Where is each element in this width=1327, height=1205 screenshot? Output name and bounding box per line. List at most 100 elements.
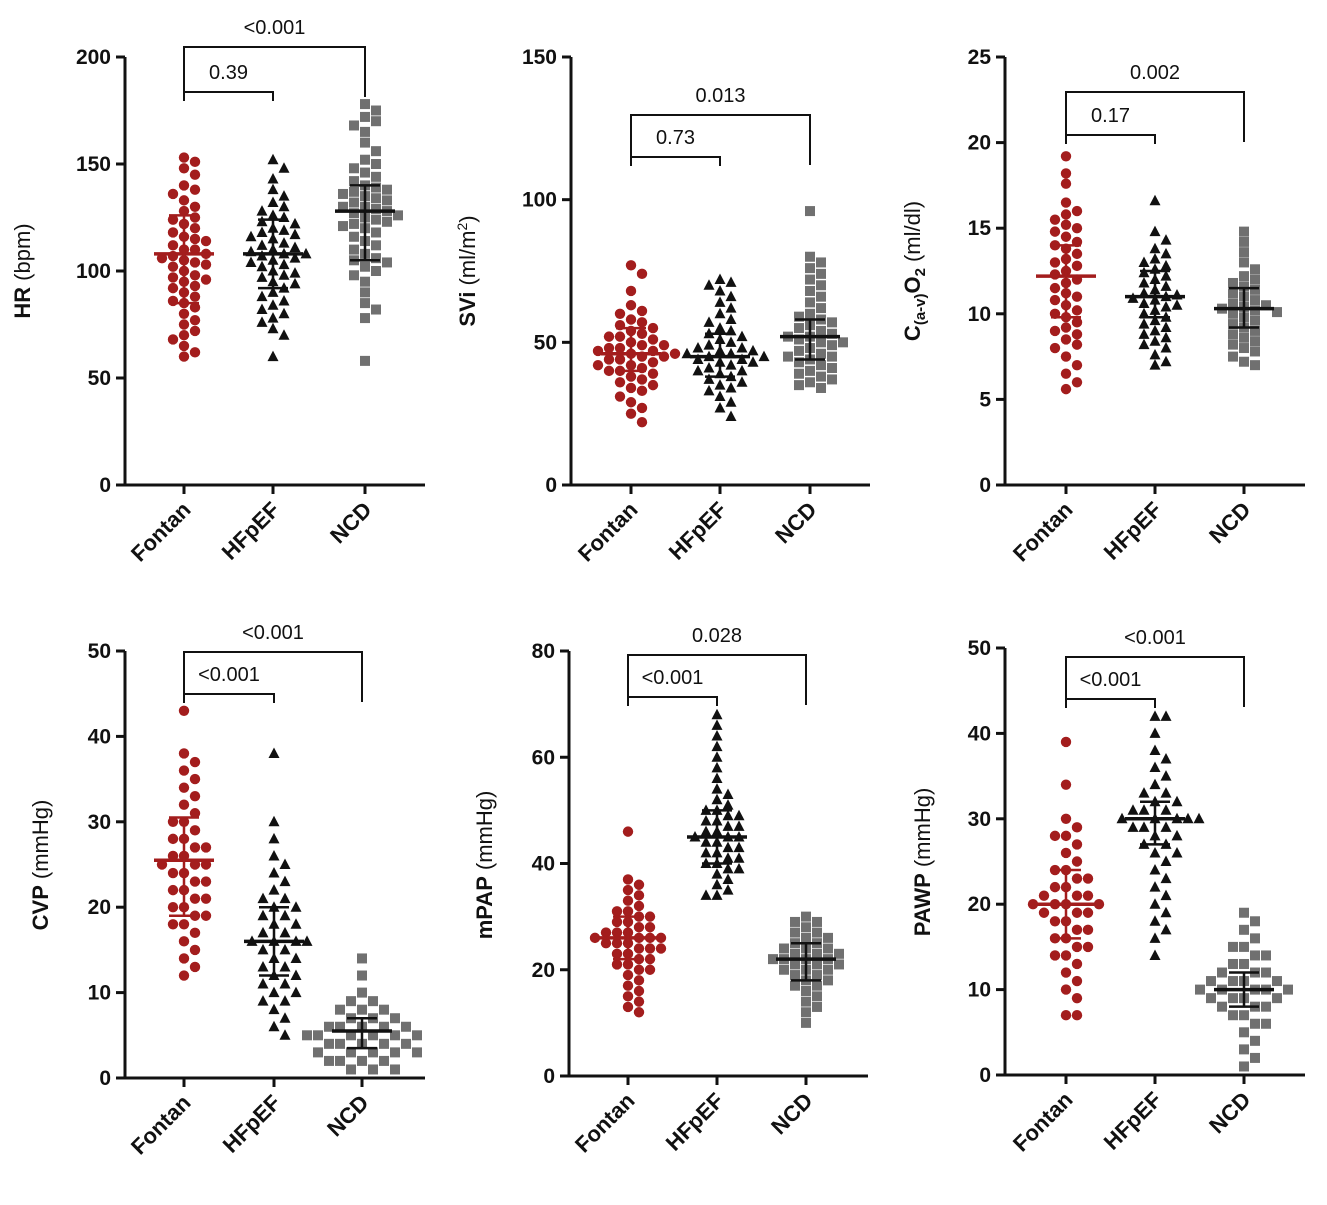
p-value-label: 0.002 xyxy=(1130,62,1180,84)
data-point xyxy=(279,858,291,869)
series-hfpef xyxy=(243,153,312,362)
data-point xyxy=(349,231,359,242)
data-point xyxy=(1250,1035,1260,1046)
data-point xyxy=(189,291,201,302)
data-point xyxy=(278,162,290,173)
data-point xyxy=(1239,907,1249,918)
data-point xyxy=(1149,242,1161,254)
data-point xyxy=(722,799,734,810)
p-value-label: <0.001 xyxy=(198,664,260,686)
data-point xyxy=(1160,300,1172,312)
category-label-hfpef: HFpEF xyxy=(217,497,285,565)
data-point xyxy=(622,895,634,906)
data-point xyxy=(371,105,381,116)
data-point xyxy=(1060,736,1072,748)
data-point xyxy=(1093,899,1105,910)
data-point xyxy=(200,842,212,853)
data-point xyxy=(300,247,312,259)
data-point xyxy=(1071,377,1083,388)
y-tick-label: 0 xyxy=(979,474,991,497)
data-point xyxy=(722,788,734,799)
data-point xyxy=(722,862,734,874)
data-point xyxy=(1149,348,1161,360)
data-point xyxy=(827,351,837,362)
data-point xyxy=(703,316,715,327)
y-tick-label: 80 xyxy=(532,640,555,663)
data-point xyxy=(736,376,748,387)
category-label-fontan: Fontan xyxy=(1008,1087,1078,1157)
data-point xyxy=(736,342,748,353)
data-point xyxy=(279,960,291,972)
data-point xyxy=(722,820,734,831)
data-point xyxy=(1060,1010,1072,1021)
data-point xyxy=(379,1021,389,1032)
data-point xyxy=(167,240,179,251)
data-point xyxy=(349,163,359,174)
data-point xyxy=(360,313,370,324)
data-point xyxy=(1160,280,1172,291)
data-point xyxy=(279,978,291,989)
data-point xyxy=(647,334,659,345)
data-point xyxy=(647,357,659,368)
data-point xyxy=(371,266,381,276)
data-point xyxy=(1239,356,1249,367)
data-point xyxy=(278,258,290,270)
data-point xyxy=(633,943,645,954)
data-point xyxy=(279,943,291,955)
data-point xyxy=(611,959,623,970)
data-point xyxy=(360,298,370,309)
data-point xyxy=(335,1055,345,1066)
panel-cvp: 0 10 20 30 40 50 Fontan HFpEF NCD CVP(mmHg) <0.001… xyxy=(28,622,425,1159)
data-point xyxy=(349,176,359,187)
data-point xyxy=(633,890,645,901)
data-point xyxy=(256,303,268,315)
data-point xyxy=(1217,1001,1227,1012)
y-tick-label: 40 xyxy=(968,722,991,745)
data-point xyxy=(289,228,301,240)
data-point xyxy=(412,1030,422,1041)
data-point xyxy=(349,197,359,208)
data-point xyxy=(644,943,656,954)
p-value-label: 0.39 xyxy=(209,62,248,84)
data-point xyxy=(600,927,612,938)
series-ncd xyxy=(768,911,844,1028)
data-point xyxy=(816,360,826,371)
data-point xyxy=(1060,151,1072,162)
data-point xyxy=(736,353,748,364)
data-point xyxy=(636,402,648,414)
data-point xyxy=(279,995,291,1006)
data-point xyxy=(189,825,201,836)
data-point xyxy=(1049,950,1061,961)
category-label-ncd: NCD xyxy=(766,1088,817,1139)
data-point xyxy=(189,270,201,281)
data-point xyxy=(733,841,745,853)
data-point xyxy=(1071,958,1083,970)
data-point xyxy=(371,214,381,225)
data-point xyxy=(1160,355,1172,367)
data-point xyxy=(622,874,634,885)
data-point xyxy=(371,227,381,238)
data-point xyxy=(1193,812,1205,824)
data-point xyxy=(167,334,179,345)
data-point xyxy=(1060,351,1072,362)
data-point xyxy=(178,953,190,964)
y-tick-label: 60 xyxy=(532,746,555,769)
data-point xyxy=(390,1064,400,1075)
data-point xyxy=(816,382,826,393)
data-point xyxy=(1138,804,1150,815)
data-point xyxy=(725,276,737,287)
data-point xyxy=(636,339,648,351)
data-point xyxy=(200,910,212,921)
data-point xyxy=(268,867,280,878)
data-point xyxy=(1060,219,1072,230)
data-point xyxy=(302,1030,312,1041)
data-point xyxy=(1049,282,1061,294)
data-point xyxy=(1071,890,1083,901)
data-point xyxy=(711,719,723,730)
data-point xyxy=(790,948,800,959)
data-point xyxy=(603,331,615,342)
data-point xyxy=(1171,829,1183,841)
data-point xyxy=(1138,787,1150,798)
data-point xyxy=(1060,209,1072,220)
data-point xyxy=(823,975,833,986)
